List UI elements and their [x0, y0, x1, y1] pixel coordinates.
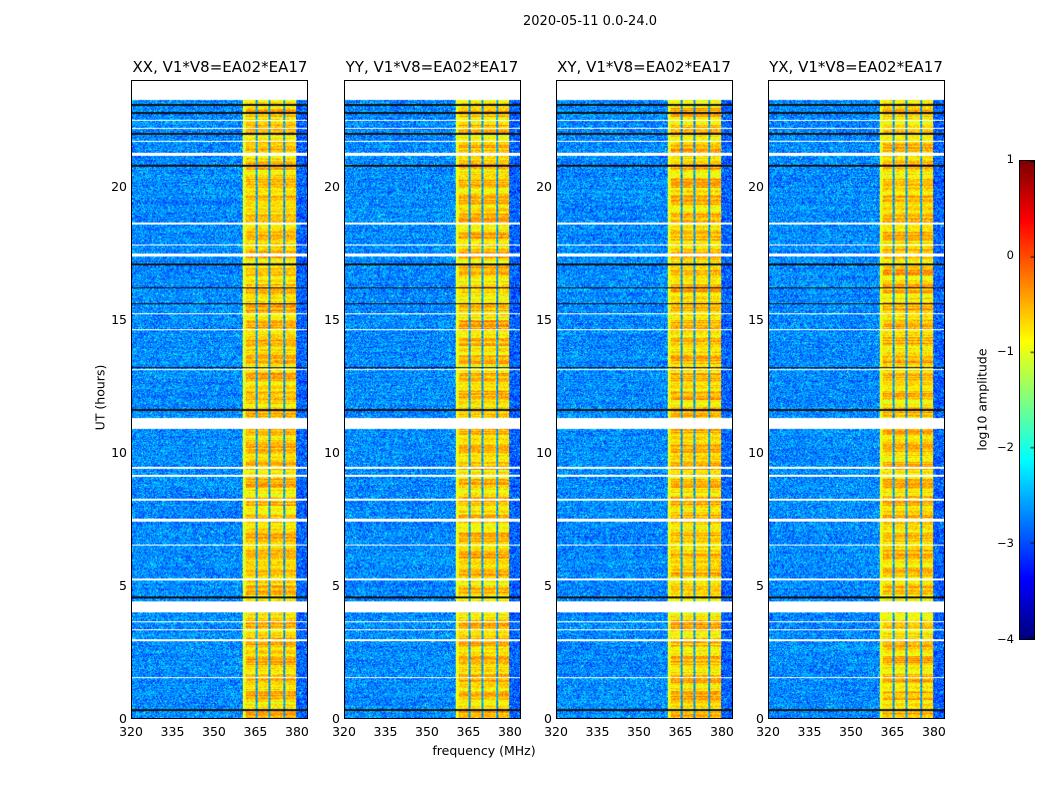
x-tick-label: 335 [160, 724, 185, 739]
colorbar-tick: −4 [997, 632, 1014, 646]
y-tick-label: 15 [748, 311, 764, 327]
y-tick-label: 10 [748, 444, 764, 460]
colorbar [1019, 160, 1035, 640]
panel-title-yy: YY, V1*V8=EA02*EA17 [345, 58, 519, 76]
x-tick-label: 350 [839, 724, 863, 739]
x-tick-label: 380 [710, 724, 734, 739]
x-axis-label: frequency (MHz) [432, 743, 536, 758]
x-tick-label: 380 [498, 724, 522, 739]
x-tick-label: 335 [585, 724, 610, 739]
panel-title-xx: XX, V1*V8=EA02*EA17 [132, 58, 308, 76]
x-tick-label: 365 [243, 724, 268, 739]
x-tick-label: 320 [544, 724, 568, 739]
figure-title: 2020-05-11 0.0-24.0 [523, 14, 657, 29]
y-tick-label: 10 [536, 444, 552, 460]
x-tick-label: 320 [119, 724, 143, 739]
y-tick-label: 10 [324, 444, 340, 460]
heatmap-xx [131, 80, 308, 719]
x-tick-label: 380 [285, 724, 309, 739]
y-tick-label: 5 [332, 577, 340, 593]
y-tick-label: 20 [324, 178, 340, 194]
x-tick-label: 365 [668, 724, 693, 739]
heatmap-yy [344, 80, 521, 719]
x-tick-label: 350 [627, 724, 651, 739]
heatmap-yx [768, 80, 945, 719]
y-axis-label: UT (hours) [92, 364, 108, 431]
y-tick-label: 0 [332, 711, 340, 726]
heatmap-xy [556, 80, 733, 719]
x-tick-label: 365 [456, 724, 481, 739]
y-tick-label: 5 [119, 577, 127, 593]
y-tick-label: 0 [544, 711, 552, 726]
x-tick-label: 350 [415, 724, 439, 739]
x-tick-label: 320 [332, 724, 356, 739]
y-tick-label: 20 [536, 178, 552, 194]
panel-title-yx: YX, V1*V8=EA02*EA17 [769, 58, 943, 76]
y-tick-label: 20 [748, 178, 764, 194]
y-tick-label: 0 [119, 711, 127, 726]
y-tick-label: 0 [756, 711, 764, 726]
y-tick-label: 5 [544, 577, 552, 593]
x-tick-label: 335 [797, 724, 822, 739]
colorbar-tick: −3 [997, 536, 1014, 550]
y-tick-label: 20 [111, 178, 127, 194]
y-tick-label: 15 [111, 311, 127, 327]
colorbar-tick: −2 [997, 440, 1014, 454]
y-tick-label: 10 [111, 444, 127, 460]
x-tick-label: 365 [880, 724, 905, 739]
x-tick-label: 350 [202, 724, 226, 739]
x-tick-label: 335 [373, 724, 398, 739]
y-tick-label: 15 [536, 311, 552, 327]
x-tick-label: 380 [922, 724, 946, 739]
colorbar-label: log10 amplitude [974, 348, 990, 451]
x-tick-label: 320 [756, 724, 780, 739]
colorbar-tick: −1 [997, 344, 1014, 358]
panel-title-xy: XY, V1*V8=EA02*EA17 [557, 58, 731, 76]
y-tick-label: 5 [756, 577, 764, 593]
colorbar-tick: 1 [1006, 152, 1014, 166]
colorbar-tick: 0 [1006, 248, 1014, 262]
y-tick-label: 15 [324, 311, 340, 327]
